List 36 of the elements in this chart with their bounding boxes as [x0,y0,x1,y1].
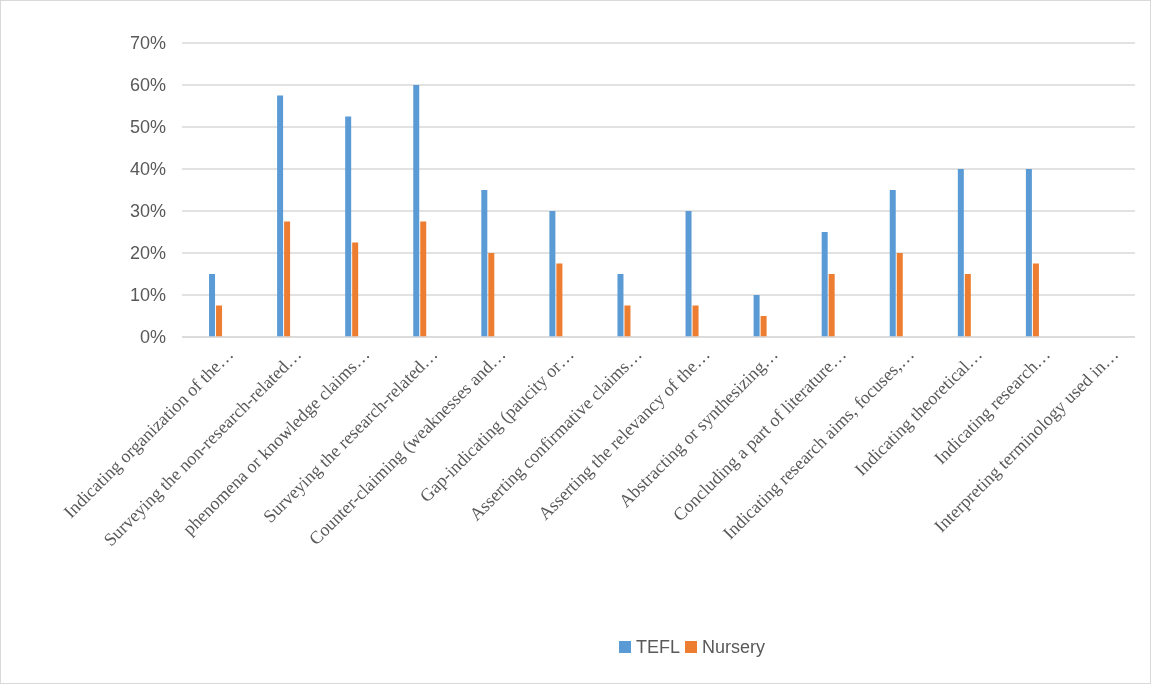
bar [481,190,488,337]
bar [821,232,828,337]
bar [624,305,631,337]
bar [488,253,495,337]
bar [1025,169,1032,337]
bar [685,211,692,337]
bar [345,116,352,337]
bar [760,316,767,337]
bar [753,295,760,337]
bar [420,221,427,337]
legend-label: Nursery [702,637,766,658]
bar [413,85,420,337]
legend-label: TEFL [636,637,681,658]
bar [277,95,284,337]
y-tick-label: 50% [129,117,166,138]
bar [352,242,359,337]
bar [216,305,223,337]
y-tick-label: 20% [129,243,166,264]
y-tick-label: 40% [129,159,166,180]
bar [692,305,699,337]
y-tick-label: 30% [129,201,166,222]
y-tick-label: 10% [129,285,166,306]
bar [889,190,896,337]
bar [617,274,624,337]
bar [284,221,291,337]
bar [549,211,556,337]
bar [896,253,903,337]
y-tick-label: 0% [139,327,166,348]
bar [209,274,216,337]
y-tick-label: 70% [129,33,166,54]
bar [828,274,835,337]
y-tick-label: 60% [129,75,166,96]
bar [957,169,964,337]
bar [1032,263,1039,337]
bar [556,263,563,337]
bar [964,274,971,337]
